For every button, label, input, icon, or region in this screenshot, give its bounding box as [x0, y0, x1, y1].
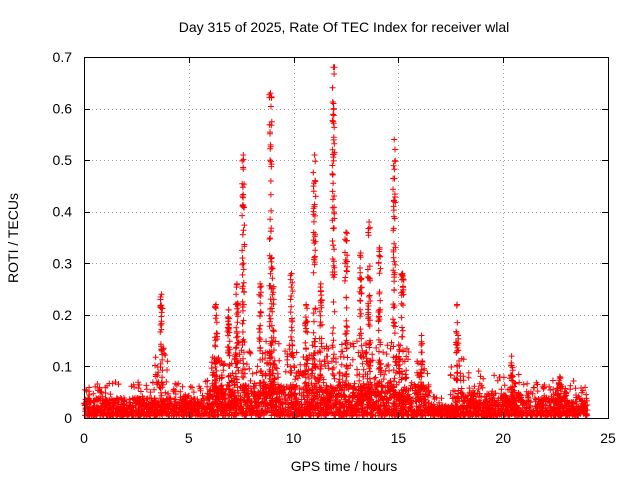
plus-markers: [81, 64, 591, 419]
x-tick-label: 20: [495, 430, 511, 446]
y-tick-labels: 0 0.1 0.2 0.3 0.4 0.5 0.6 0.7: [53, 49, 73, 426]
y-tick-label: 0.4: [53, 204, 73, 220]
y-tick-label: 0.5: [53, 152, 73, 168]
y-tick-label: 0.3: [53, 255, 73, 271]
y-tick-label: 0.1: [53, 358, 73, 374]
y-tick-label: 0: [64, 410, 72, 426]
data-points: [81, 64, 591, 419]
y-tick-label: 0.7: [53, 49, 73, 65]
y-tick-label: 0.6: [53, 101, 73, 117]
x-tick-label: 15: [391, 430, 407, 446]
x-tick-label: 5: [185, 430, 193, 446]
y-axis-title: ROTI / TECUs: [5, 193, 21, 283]
x-tick-label: 0: [80, 430, 88, 446]
grid-lines: [84, 57, 608, 418]
x-tick-label: 25: [600, 430, 616, 446]
plot-border: [84, 57, 609, 419]
chart-title: Day 315 of 2025, Rate Of TEC Index for r…: [179, 19, 509, 35]
x-tick-labels: 0 5 10 15 20 25: [80, 430, 616, 446]
x-axis-title: GPS time / hours: [291, 458, 398, 474]
x-tick-label: 10: [286, 430, 302, 446]
axis-ticks: [84, 57, 609, 419]
y-tick-label: 0.2: [53, 307, 73, 323]
